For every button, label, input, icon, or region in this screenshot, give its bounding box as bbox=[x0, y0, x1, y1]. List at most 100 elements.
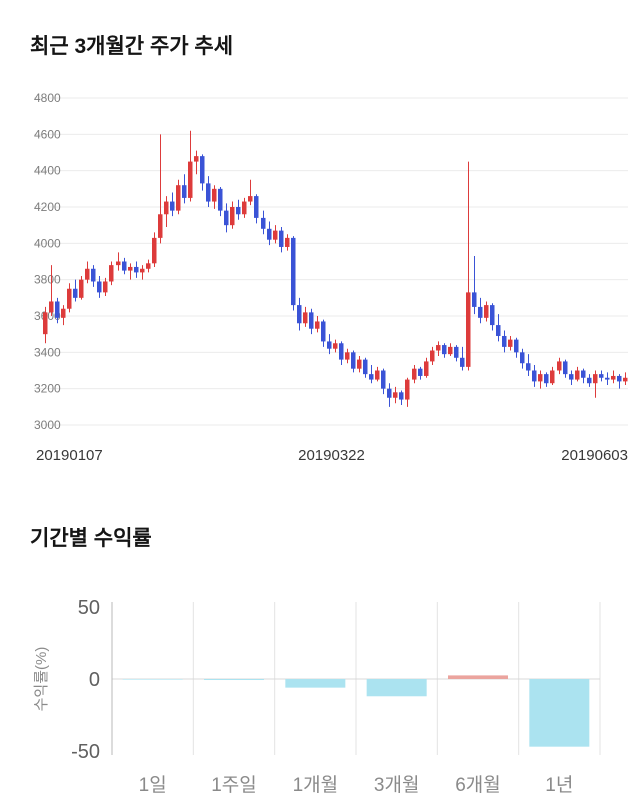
candle-body bbox=[224, 210, 229, 226]
candle-body bbox=[254, 196, 259, 218]
candle-body bbox=[466, 292, 471, 367]
candle-body bbox=[206, 183, 211, 202]
returns-chart-title: 기간별 수익률 bbox=[30, 527, 152, 550]
candle-body bbox=[103, 281, 108, 293]
candle-body bbox=[55, 301, 60, 318]
return-bar bbox=[448, 675, 508, 679]
candle-body bbox=[315, 321, 320, 329]
y-tick-label: 4800 bbox=[34, 91, 61, 105]
candle-body bbox=[339, 343, 344, 360]
candle-body bbox=[399, 392, 404, 400]
candle-body bbox=[267, 228, 272, 240]
return-bar bbox=[204, 679, 264, 681]
candle-body bbox=[490, 305, 495, 326]
candle-body bbox=[291, 237, 296, 306]
candle-body bbox=[79, 279, 84, 298]
candle-body bbox=[532, 370, 537, 382]
candle-body bbox=[345, 352, 350, 360]
candle-body bbox=[200, 156, 205, 184]
candle-body bbox=[303, 312, 308, 324]
x-date-label: 20190107 bbox=[36, 447, 103, 464]
candle-body bbox=[454, 346, 459, 358]
candle-body bbox=[128, 266, 133, 271]
candle-body bbox=[544, 374, 549, 384]
candle-body bbox=[460, 357, 465, 367]
candle-body bbox=[520, 352, 525, 364]
y-tick-label: -50 bbox=[71, 741, 100, 763]
price-y-tick-labels: 4800 4600 4400 4200 4000 3800 3600 3400 3200 3000 bbox=[34, 91, 61, 432]
candle-body bbox=[134, 266, 139, 273]
candle-body bbox=[279, 230, 284, 247]
candle-body bbox=[484, 305, 489, 318]
candle-body bbox=[611, 375, 616, 380]
candle-body bbox=[188, 161, 193, 198]
candle-body bbox=[363, 359, 368, 375]
candle-body bbox=[424, 361, 429, 376]
category-label: 1주일 bbox=[211, 774, 257, 796]
candle-body bbox=[43, 312, 48, 335]
return-bar bbox=[285, 679, 346, 688]
y-tick-label: 0 bbox=[89, 669, 100, 691]
returns-y-tick-labels: 50 0 -50 bbox=[71, 597, 100, 763]
candle-body bbox=[218, 188, 223, 211]
candle-body bbox=[67, 288, 72, 309]
candle-body bbox=[550, 370, 555, 384]
candle-body bbox=[242, 201, 247, 215]
candle-body bbox=[333, 343, 338, 349]
candle-body bbox=[381, 370, 386, 389]
candle-body bbox=[146, 263, 151, 269]
y-tick-label: 3200 bbox=[34, 382, 61, 396]
candle-body bbox=[557, 361, 562, 371]
candle-body bbox=[569, 374, 574, 380]
return-bar bbox=[529, 679, 590, 747]
return-bar bbox=[366, 679, 427, 697]
candle-body bbox=[593, 374, 598, 384]
candle-body bbox=[152, 237, 157, 264]
candle-body bbox=[309, 312, 314, 329]
y-tick-label: 3000 bbox=[34, 418, 61, 432]
candle-body bbox=[472, 292, 477, 307]
candle-body bbox=[351, 352, 356, 369]
candle-body bbox=[387, 388, 392, 398]
candle-body bbox=[526, 363, 531, 371]
y-axis-title: 수익률(%) bbox=[33, 647, 50, 712]
candle-body bbox=[502, 335, 507, 347]
returns-category-labels: 1일 1주일 1개월 3개월 6개월 1년 bbox=[139, 774, 574, 796]
candle-body bbox=[575, 370, 580, 380]
category-label: 3개월 bbox=[374, 774, 420, 796]
candle-body bbox=[164, 201, 169, 215]
y-tick-label: 4200 bbox=[34, 200, 61, 214]
candle-body bbox=[623, 377, 628, 382]
price-grid bbox=[34, 97, 628, 426]
period-returns-bar-chart: 50 0 -50 수익률(%) 1일 1주일 1개월 3개월 6개월 1년 bbox=[33, 597, 601, 796]
candle-body bbox=[285, 237, 290, 247]
candle-body bbox=[109, 265, 114, 282]
candle-body bbox=[61, 308, 66, 318]
candle-body bbox=[605, 377, 610, 380]
category-label: 1일 bbox=[139, 774, 167, 796]
category-label: 1년 bbox=[545, 774, 573, 796]
candle-body bbox=[182, 185, 187, 198]
return-bars bbox=[122, 675, 590, 747]
candle-body bbox=[448, 346, 453, 355]
category-label: 1개월 bbox=[293, 774, 339, 796]
candle-body bbox=[236, 207, 241, 215]
candle-body bbox=[478, 306, 483, 318]
candle-body bbox=[412, 368, 417, 380]
candle-body bbox=[442, 345, 447, 355]
y-tick-label: 4600 bbox=[34, 127, 61, 141]
candle-body bbox=[321, 321, 326, 342]
candle-body bbox=[273, 230, 278, 240]
candle-body bbox=[297, 305, 302, 324]
candle-body bbox=[158, 214, 163, 238]
candle-body bbox=[230, 207, 235, 226]
y-tick-label: 4400 bbox=[34, 164, 61, 178]
candle-body bbox=[430, 350, 435, 362]
candle-body bbox=[116, 261, 121, 266]
candle-body bbox=[122, 261, 127, 271]
candle-body bbox=[327, 341, 332, 349]
candle-body bbox=[97, 281, 102, 293]
y-tick-label: 3400 bbox=[34, 345, 61, 359]
candle-body bbox=[194, 156, 199, 162]
